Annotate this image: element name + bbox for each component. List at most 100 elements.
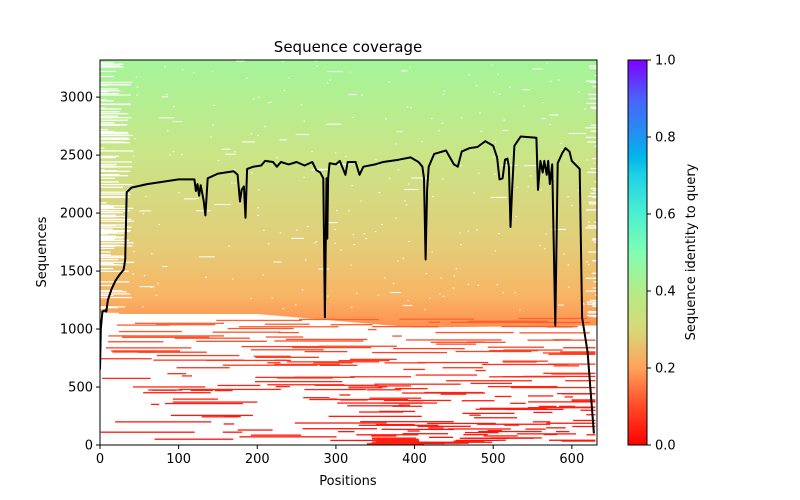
alignment-line (255, 356, 320, 358)
alignment-line (505, 408, 564, 411)
alignment-line (111, 350, 181, 352)
gap-mark (100, 204, 108, 206)
gap-mark (214, 203, 231, 205)
gap-mark (460, 117, 463, 119)
alignment-line (238, 326, 339, 328)
gap-mark (411, 177, 428, 179)
x-tick-label: 100 (166, 452, 191, 467)
alignment-line (546, 326, 573, 328)
gap-mark (304, 259, 307, 261)
gap-mark (210, 136, 212, 138)
gap-mark (468, 74, 470, 76)
alignment-line (561, 353, 596, 355)
alignment-line (442, 367, 483, 369)
gap-mark (100, 134, 133, 137)
gap-mark (494, 141, 497, 143)
alignment-line (446, 380, 532, 382)
alignment-line (461, 400, 495, 402)
gap-mark (291, 237, 304, 239)
gap-mark (100, 238, 110, 240)
gap-mark (100, 296, 132, 299)
gap-mark (257, 134, 259, 136)
alignment-line (119, 330, 182, 333)
alignment-line (384, 362, 426, 364)
gap-mark (588, 221, 590, 223)
alignment-line (239, 436, 337, 438)
gap-mark (567, 196, 569, 198)
alignment-line (106, 347, 192, 349)
gap-mark (586, 301, 597, 303)
gap-mark (100, 236, 125, 238)
alignment-line (482, 363, 569, 366)
gap-mark (136, 94, 138, 96)
gap-mark (497, 73, 499, 75)
gap-mark (432, 195, 434, 197)
gap-mark (100, 232, 125, 234)
alignment-line (417, 361, 489, 364)
alignment-line (356, 434, 419, 436)
alignment-line (586, 414, 596, 416)
alignment-line (304, 350, 348, 353)
gap-mark (172, 106, 175, 108)
gap-mark (100, 233, 108, 235)
gap-mark (100, 117, 132, 119)
gap-mark (100, 216, 117, 218)
gap-mark (212, 124, 214, 126)
gap-mark (544, 248, 546, 250)
gap-mark (315, 240, 318, 242)
gap-mark (431, 118, 433, 120)
gap-mark (588, 311, 597, 313)
alignment-line (151, 403, 160, 406)
alignment-line (519, 332, 590, 334)
gap-mark (558, 304, 564, 306)
gap-mark (498, 93, 501, 95)
colorbar-tick-label: 0.4 (655, 285, 676, 300)
alignment-line (528, 401, 596, 403)
gap-mark (587, 312, 597, 314)
alignment-line (565, 380, 596, 382)
gap-mark (563, 253, 565, 255)
gap-mark (459, 232, 461, 234)
alignment-line (253, 355, 291, 357)
gap-mark (587, 171, 597, 173)
alignment-line (338, 430, 355, 433)
gap-mark (592, 287, 597, 289)
gap-mark (585, 136, 597, 138)
gap-mark (327, 71, 343, 73)
alignment-line (167, 373, 187, 375)
gap-mark (100, 181, 119, 183)
gap-mark (585, 80, 597, 82)
colorbar-ticks: 0.0 0.2 0.4 0.6 0.8 1.0 (647, 54, 676, 454)
alignment-line (367, 328, 377, 331)
alignment-line (116, 324, 170, 326)
gap-mark (480, 130, 482, 132)
gap-mark (100, 267, 114, 270)
gap-mark (396, 131, 403, 133)
gap-mark (527, 186, 530, 188)
alignment-line (561, 440, 596, 442)
alignment-line (303, 397, 330, 399)
gap-mark (424, 309, 426, 311)
dense-band-fill (100, 60, 597, 328)
gap-mark (151, 253, 153, 255)
gap-mark (594, 221, 597, 223)
gap-mark (337, 163, 350, 165)
gap-mark (100, 128, 109, 131)
gap-mark (388, 177, 391, 179)
coverage-line (100, 135, 595, 434)
alignment-line (250, 434, 302, 436)
gap-mark (404, 200, 406, 202)
gap-mark (100, 63, 124, 65)
gap-mark (588, 264, 590, 266)
alignment-line (372, 351, 448, 354)
gap-mark (345, 155, 347, 157)
alignment-line (274, 359, 287, 361)
gap-mark (100, 119, 129, 121)
gap-mark (100, 205, 125, 207)
gap-mark (100, 100, 114, 102)
gap-mark (283, 90, 286, 92)
gap-mark (100, 229, 105, 231)
alignment-line (487, 385, 558, 388)
alignment-line (450, 321, 549, 323)
gap-mark (100, 147, 105, 149)
